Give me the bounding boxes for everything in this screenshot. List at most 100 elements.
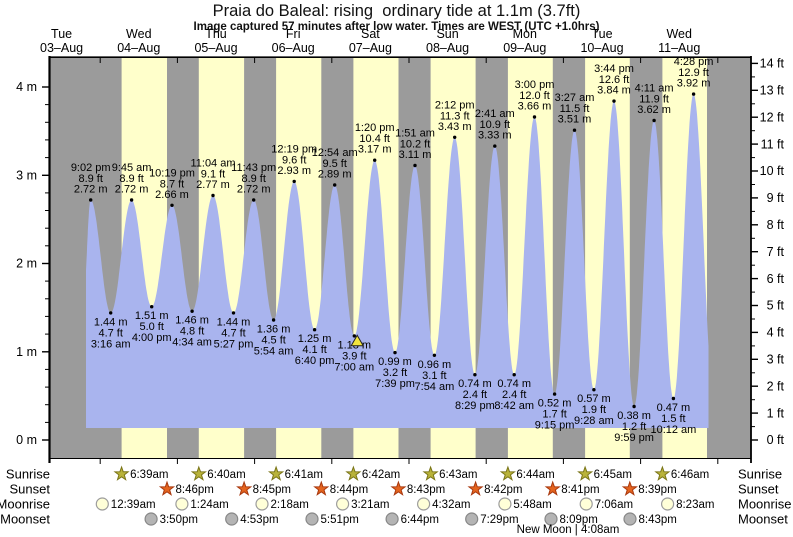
sun-moon-rows: Sunrise Sunrise 6:39am 6:40am 6:41am 6:42am 6:… bbox=[0, 465, 791, 536]
svg-text:Wed: Wed bbox=[126, 27, 152, 41]
tide-annotation-line: 12.6 ft bbox=[599, 74, 630, 86]
tide-annotation-line: 7:54 am bbox=[415, 381, 455, 393]
svg-text:Sun: Sun bbox=[436, 27, 458, 41]
tide-annotation-line: 4:34 am bbox=[172, 337, 212, 349]
tide-point-dot bbox=[231, 311, 236, 315]
tide-annotation-line: 8:29 pm bbox=[455, 400, 495, 412]
tide-annotation-line: 0.74 m bbox=[458, 378, 492, 390]
sunrise-time: 6:41am bbox=[285, 469, 323, 481]
sunset-star-icon bbox=[313, 480, 330, 496]
sunset-time: 8:46pm bbox=[176, 484, 214, 496]
svg-text:05–Aug: 05–Aug bbox=[194, 41, 237, 55]
right-axis-tick-label: 9 ft bbox=[767, 191, 785, 205]
tide-point-dot bbox=[393, 350, 397, 355]
sunset-time: 8:44pm bbox=[330, 484, 368, 496]
tide-point-dot bbox=[612, 99, 616, 103]
moonrise-circle-icon bbox=[579, 497, 593, 511]
sunset-row-label-left: Sunset bbox=[10, 482, 51, 497]
tide-point-dot bbox=[691, 92, 696, 96]
tide-annotation-line: 4.5 ft bbox=[261, 335, 285, 347]
tide-annotation-line: 9:59 pm bbox=[614, 432, 654, 444]
sunset-time: 8:39pm bbox=[638, 484, 676, 496]
svg-text:Mon: Mon bbox=[513, 27, 537, 41]
svg-text:09–Aug: 09–Aug bbox=[503, 41, 546, 55]
tide-annotation-line: 2.77 m bbox=[196, 179, 230, 191]
tide-annotation-line: 11.5 ft bbox=[560, 103, 590, 115]
tide-annotation-line: 1.5 ft bbox=[661, 413, 685, 425]
tide-annotation-line: 0.57 m bbox=[577, 393, 611, 405]
tide-annotation-line: 9:02 pm bbox=[71, 162, 111, 174]
tide-annotation-line: 10.4 ft bbox=[359, 133, 390, 145]
tide-annotation-line: 8.9 ft bbox=[241, 173, 265, 185]
plot-frame bbox=[50, 56, 751, 464]
tide-point-dot bbox=[129, 198, 134, 202]
svg-text:Sat: Sat bbox=[361, 27, 380, 41]
moonset-row-label-right: Moonset bbox=[738, 512, 788, 527]
tide-annotation-line: 5.0 ft bbox=[139, 321, 163, 333]
tide-annotation-line: 9:15 pm bbox=[535, 420, 575, 432]
tide-extreme-annotations: 9:02 pm8.9 ft2.72 m1.44 m4.7 ft3:16 am9:… bbox=[71, 56, 714, 444]
tide-point-dot bbox=[493, 144, 497, 148]
moonset-row: Moonset Moonset 3:50pm 4:53pm 5:51pm 6:44pm 7:… bbox=[0, 512, 788, 527]
low-tide-point: 0.99 m3.2 ft7:39 pm bbox=[375, 350, 415, 390]
moonrise-time: 4:32am bbox=[432, 499, 470, 511]
moonset-circle-icon bbox=[465, 512, 479, 526]
moonrise-row-label-left: Moonrise bbox=[0, 497, 50, 512]
sunrise-star-icon bbox=[422, 465, 439, 481]
moonset-time: 6:44pm bbox=[401, 514, 439, 526]
sunset-row-label-right: Sunset bbox=[738, 482, 779, 497]
tide-point-dot bbox=[271, 318, 276, 322]
left-axis-tick-label: 3 m bbox=[16, 169, 37, 183]
tide-annotation-line: 1.25 m bbox=[298, 333, 332, 345]
tide-annotation-line: 4:28 pm bbox=[674, 56, 714, 68]
tide-annotation-line: 9.6 ft bbox=[282, 154, 306, 166]
moonrise-circle-icon bbox=[255, 497, 269, 511]
tide-annotation-line: 2.66 m bbox=[155, 189, 189, 201]
tide-annotation-line: 12.9 ft bbox=[678, 67, 709, 79]
tide-annotation-line: 3:16 am bbox=[91, 338, 131, 350]
tide-point-dot bbox=[312, 328, 317, 332]
tide-annotation-line: 11.3 ft bbox=[440, 110, 470, 122]
tide-annotation-line: 0.74 m bbox=[497, 378, 531, 390]
tide-point-dot bbox=[252, 198, 256, 202]
tide-annotation-line: 0.38 m bbox=[617, 410, 651, 422]
sunset-star-icon bbox=[236, 480, 253, 496]
day-labels-row: Tue03–AugWed04–AugThu05–AugFri06–AugSat0… bbox=[40, 27, 700, 55]
moonrise-circle-icon bbox=[417, 497, 431, 511]
sunset-time: 8:41pm bbox=[561, 484, 599, 496]
tide-annotation-line: 1.44 m bbox=[217, 316, 251, 328]
sunrise-time: 6:45am bbox=[594, 469, 632, 481]
moonset-time: 8:09pm bbox=[560, 514, 598, 526]
tide-annotation-line: 7:39 pm bbox=[375, 378, 415, 390]
low-tide-point: 1.44 m4.7 ft3:16 am bbox=[91, 311, 131, 350]
tide-point-dot bbox=[671, 396, 676, 401]
tide-annotation-line: 1:20 pm bbox=[355, 122, 395, 134]
tide-point-dot bbox=[190, 309, 194, 313]
tide-point-dot bbox=[632, 404, 636, 409]
tide-point-dot bbox=[373, 158, 377, 162]
tide-point-dot bbox=[333, 183, 337, 187]
tide-annotation-line: 8.7 ft bbox=[160, 178, 184, 190]
sunset-time: 8:43pm bbox=[407, 484, 445, 496]
sunrise-star-icon bbox=[654, 465, 671, 481]
tide-annotation-line: 1.46 m bbox=[175, 315, 209, 327]
tide-annotation-line: 1:51 am bbox=[395, 128, 435, 140]
tide-annotation-line: 7:00 am bbox=[334, 361, 374, 373]
tide-annotation-line: 10:12 am bbox=[650, 424, 696, 436]
moonset-time: 3:50pm bbox=[160, 514, 198, 526]
tide-annotation-line: 1.2 ft bbox=[622, 421, 646, 433]
moonset-circle-icon bbox=[385, 512, 399, 526]
tide-annotation-line: 9:28 am bbox=[574, 415, 614, 427]
svg-text:11–Aug: 11–Aug bbox=[658, 41, 700, 55]
sunrise-star-icon bbox=[113, 465, 130, 481]
sunset-star-icon bbox=[467, 480, 484, 496]
tide-annotation-line: 3:00 pm bbox=[515, 79, 555, 91]
right-axis-tick-label: 14 ft bbox=[760, 57, 785, 71]
right-axis-tick-label: 2 ft bbox=[767, 379, 785, 393]
